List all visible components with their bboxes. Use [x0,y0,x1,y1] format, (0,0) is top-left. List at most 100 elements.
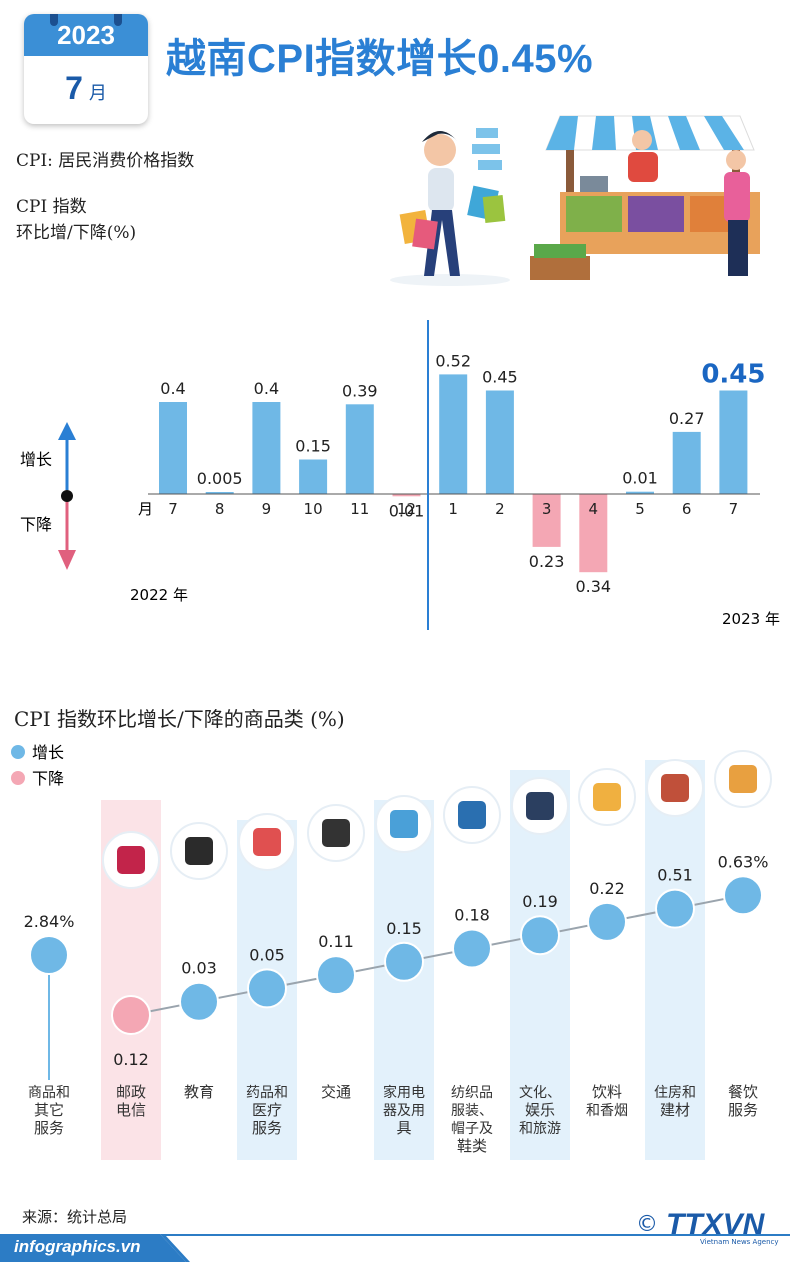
origin-dot [61,490,73,502]
bar [672,431,701,494]
calendar-top [24,14,148,56]
data-label: 0.23 [529,552,565,571]
down-arrow-head [58,550,76,570]
tick-label: 7 [729,500,739,518]
data-label: 0.45 [482,368,518,387]
legend-down-label: 下降 [32,769,64,788]
category-cpi-chart: 2.84%商品和其它服务0.12邮政电信0.03教育0.05药品和医疗服务0.1… [24,750,772,1160]
category-label: 服务 [34,1119,64,1137]
data-label: 0.39 [342,381,378,400]
ttxvn-logo: TTXVN [666,1208,765,1241]
bricks-icon-glyph [661,774,689,802]
data-point [452,928,492,969]
data-label: 0.18 [454,906,490,925]
bar [159,402,187,494]
legend-down-dot [11,771,25,785]
data-label: 0.03 [181,959,217,978]
category-label: 文化、 [519,1085,561,1101]
category-label: 药品和 [246,1085,288,1101]
category-label: 其它 [34,1101,64,1119]
legend-up-dot [11,745,25,759]
category-label: 建材 [660,1101,690,1119]
data-label: 0.15 [295,437,331,456]
category-label: 邮政 [116,1083,146,1101]
data-point [179,981,219,1022]
category-label: 和香烟 [586,1103,628,1119]
up-arrow-head [58,422,76,440]
food-plate-icon-glyph [729,765,757,793]
tick-label: 2 [495,500,505,518]
year-2022-label: 2022 年 [130,586,188,604]
category-label: 商品和 [28,1085,70,1101]
tick-label: 9 [262,500,272,518]
bar [299,459,328,494]
chart2-connector [48,894,744,1080]
drinks-icon-glyph [593,783,621,811]
data-label: 0.27 [669,409,705,428]
data-point [247,968,287,1009]
chart2-labels: 2.84%商品和其它服务0.12邮政电信0.03教育0.05药品和医疗服务0.1… [24,852,769,1155]
data-label: 0.01 [622,469,658,488]
data-point [384,941,424,982]
bar [392,494,421,497]
calendar-ring [114,14,122,26]
tick-label: 11 [350,500,369,518]
data-point [29,935,69,975]
market-illustration [390,115,760,286]
data-label: 0.05 [249,945,285,964]
data-label: 0.22 [589,879,625,898]
data-label: 0.11 [318,932,354,951]
pill-icon-glyph [253,828,281,856]
bar [579,494,608,573]
tick-label: 8 [215,500,225,518]
washing-machine-icon-glyph [390,810,418,838]
site-name[interactable]: infographics.vn [14,1237,141,1256]
tick-label: 6 [682,500,692,518]
category-label: 住房和 [654,1085,696,1101]
data-label: 0.45 [701,360,765,390]
chart1-title-line1: CPI 指数 [16,197,87,217]
category-label: 器及用 [383,1103,425,1119]
month-axis-label: 月 [138,500,153,518]
clapperboard-icon-glyph [526,792,554,820]
category-label: 医疗 [252,1101,282,1119]
data-point [587,901,627,942]
bar [626,491,654,494]
tick-label: 7 [168,500,178,518]
logo-subtitle: Vietnam News Agency [700,1238,779,1246]
data-label: 0.15 [386,919,422,938]
copyright-symbol: © [636,1212,658,1237]
category-label: 服务 [252,1119,282,1137]
traffic-light-icon-glyph [322,819,350,847]
data-label: 0.4 [160,379,185,398]
bar [485,390,514,494]
chart2-title: CPI 指数环比增长/下降的商品类 (%) [14,707,345,731]
bar [252,402,281,494]
data-label: 2.84% [24,912,75,931]
category-label: 交通 [321,1083,351,1101]
bar [205,492,234,494]
antenna-icon-glyph [117,846,145,874]
data-label: 0.52 [435,351,471,370]
category-label: 饮料 [592,1083,622,1101]
bar [532,494,561,547]
category-label: 纺织品 [451,1085,493,1101]
year-2023-label: 2023 年 [722,610,780,628]
month-unit: 月 [88,83,107,103]
category-label: 帽子及 [451,1121,493,1137]
legend-up-label: 增长 [32,743,64,762]
data-label: 0.63% [718,852,769,871]
tick-label: 12 [397,500,416,518]
category-label: 餐饮 [728,1083,758,1101]
data-label: 0.51 [657,866,693,885]
up-label: 增长 [20,450,52,469]
data-point [655,888,695,929]
data-label: 0.12 [113,1050,149,1069]
tick-label: 4 [589,500,599,518]
bar [719,390,748,494]
tick-label: 1 [448,500,458,518]
category-label: 教育 [184,1083,214,1101]
page-title: 越南CPI指数增长0.45% [166,37,594,81]
